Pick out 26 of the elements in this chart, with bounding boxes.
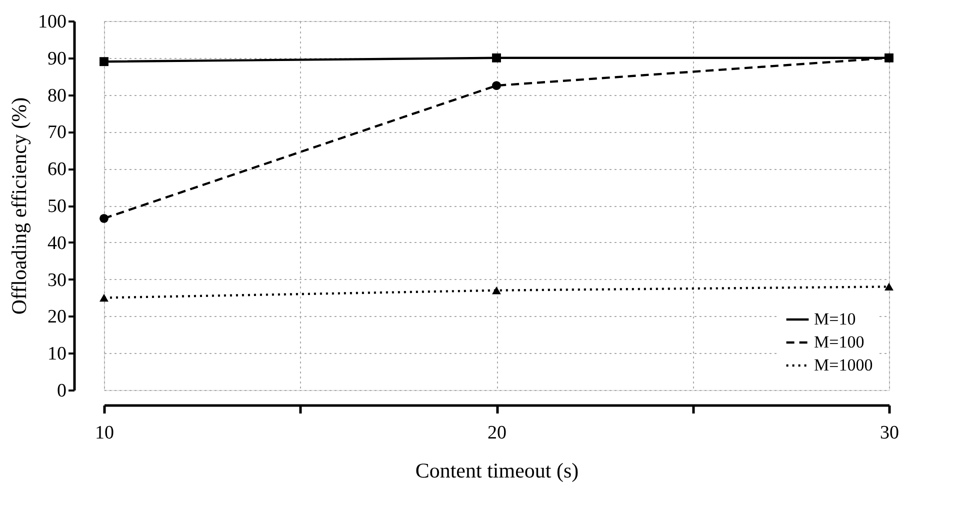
point: [100, 294, 108, 302]
point: [492, 81, 501, 90]
point: [100, 57, 108, 66]
point: [492, 286, 501, 294]
y-tick-label: 0: [57, 380, 66, 402]
x-tick-label: 30: [880, 422, 899, 444]
y-tick-label: 20: [48, 306, 66, 328]
x-axis-title: Content timeout (s): [415, 458, 579, 482]
y-tick-label: 10: [48, 344, 66, 365]
x-tick-label: 20: [488, 422, 506, 444]
legend-label: M=10: [814, 310, 856, 328]
point: [492, 53, 501, 62]
legend-label: M=100: [814, 332, 864, 352]
x-tick-label: 10: [95, 422, 114, 444]
y-tick-label: 30: [48, 270, 66, 291]
legend-label: M=1000: [814, 356, 873, 374]
y-tick-label: 70: [48, 122, 66, 144]
y-tick-label: 100: [38, 12, 66, 32]
point: [884, 282, 894, 291]
y-tick-label: 50: [48, 196, 66, 217]
y-tick-label: 40: [48, 232, 66, 254]
y-tick-label: 80: [48, 85, 66, 106]
point: [100, 214, 108, 223]
y-tick-label: 90: [48, 48, 66, 70]
y-tick-label: 60: [48, 159, 66, 180]
y-axis-title: Offloading efficiency (%): [7, 97, 31, 315]
